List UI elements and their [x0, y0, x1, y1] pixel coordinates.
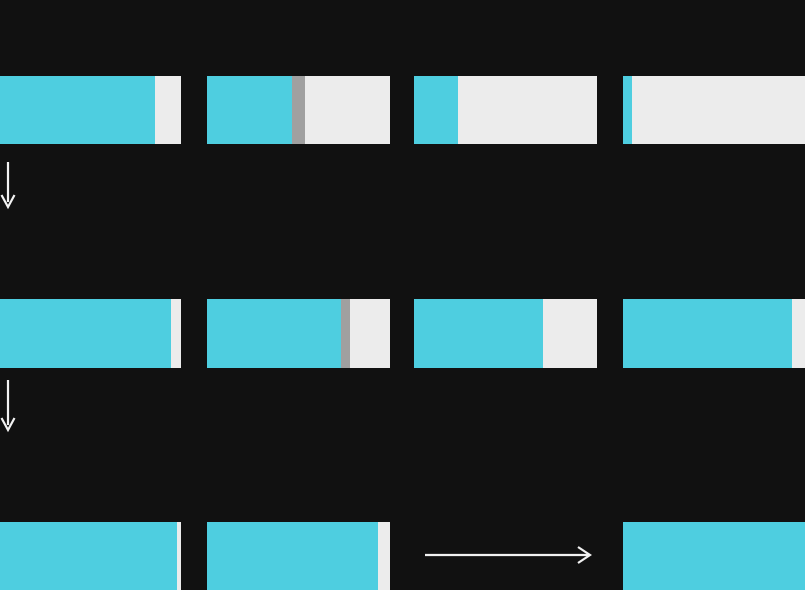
- track-mid-segment: [341, 299, 350, 368]
- progress-fill-segment: [414, 76, 458, 144]
- progress-bar-r2b1[interactable]: [0, 299, 181, 368]
- progress-fill-segment: [207, 76, 292, 144]
- progress-bar-r3b2[interactable]: [207, 522, 390, 590]
- progress-bar-r1b1[interactable]: [0, 76, 181, 144]
- progress-fill-segment: [0, 299, 171, 368]
- progress-bar-r1b4[interactable]: [623, 76, 805, 144]
- progress-bar-r3b1[interactable]: [0, 522, 181, 590]
- track-light-segment: [792, 299, 805, 368]
- progress-fill-segment: [623, 76, 632, 144]
- track-light-segment: [177, 522, 181, 590]
- track-mid-segment: [292, 76, 305, 144]
- track-light-segment: [543, 299, 597, 368]
- progress-bar-r2b4[interactable]: [623, 299, 805, 368]
- track-light-segment: [305, 76, 390, 144]
- progress-bar-r3b4[interactable]: [623, 522, 805, 590]
- track-light-segment: [632, 76, 805, 144]
- progress-fill-segment: [0, 76, 155, 144]
- progress-bar-r1b2[interactable]: [207, 76, 390, 144]
- track-light-segment: [350, 299, 390, 368]
- progress-fill-segment: [0, 522, 177, 590]
- progress-fill-segment: [207, 299, 341, 368]
- progress-fill-segment: [207, 522, 378, 590]
- track-light-segment: [155, 76, 181, 144]
- progress-fill-segment: [414, 299, 543, 368]
- progress-fill-segment: [623, 299, 792, 368]
- track-light-segment: [458, 76, 597, 144]
- progress-bar-r2b3[interactable]: [414, 299, 597, 368]
- arrow-down-icon: [0, 377, 30, 437]
- track-light-segment: [378, 522, 390, 590]
- track-light-segment: [171, 299, 181, 368]
- arrow-down-icon: [0, 158, 30, 214]
- progress-fill-segment: [623, 522, 805, 590]
- progress-bar-r1b3[interactable]: [414, 76, 597, 144]
- progress-bar-r2b2[interactable]: [207, 299, 390, 368]
- arrow-right-icon: [420, 538, 600, 574]
